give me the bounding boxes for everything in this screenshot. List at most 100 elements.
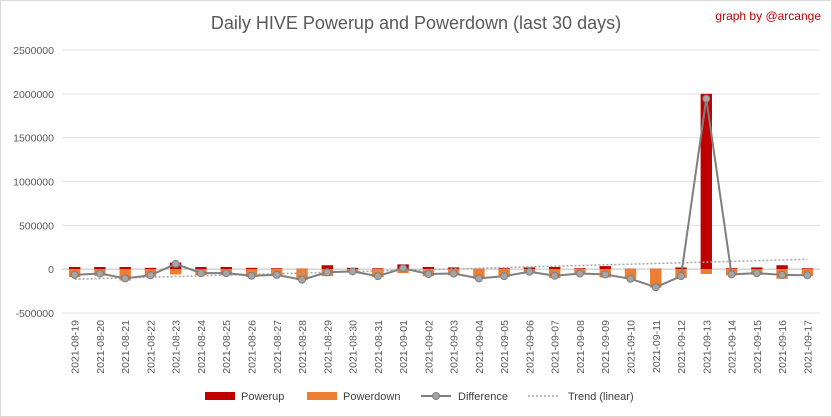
difference-point [272, 270, 281, 279]
difference-point [449, 269, 458, 278]
y-tick-label: 2500000 [13, 45, 54, 57]
difference-point [424, 269, 433, 278]
x-tick-label: 2021-09-02 [423, 320, 435, 374]
difference-point [196, 269, 205, 278]
bar-powerdown [624, 269, 637, 280]
legend-swatch-powerdown [307, 392, 337, 400]
bar-powerup [751, 267, 763, 270]
x-tick-label: 2021-09-04 [474, 320, 486, 374]
x-tick-label: 2021-08-31 [373, 320, 385, 374]
gridlines [62, 49, 820, 314]
chart-credit: graph by @arcange [715, 9, 821, 23]
y-tick-label: 2000000 [13, 89, 54, 101]
bar-powerup [498, 268, 510, 270]
legend-swatch-powerup [205, 392, 235, 400]
bar-powerdown [473, 269, 485, 279]
x-tick-label: 2021-09-12 [676, 320, 688, 374]
x-tick-label: 2021-08-27 [272, 320, 284, 374]
x-tick-label: 2021-08-24 [196, 320, 208, 374]
bar-powerup [372, 268, 384, 270]
bar-powerup [144, 267, 157, 270]
legend-label-powerup: Powerup [241, 391, 284, 403]
difference-point [702, 94, 711, 103]
difference-point [247, 271, 256, 280]
difference-point [298, 275, 307, 284]
x-tick-label: 2021-08-22 [145, 320, 157, 374]
y-tick-label: 1000000 [13, 177, 54, 189]
y-tick-label: 0 [48, 264, 54, 276]
bar-powerup [119, 266, 131, 270]
difference-point [651, 283, 660, 292]
y-tick-label: 1500000 [13, 133, 54, 145]
x-tick-label: 2021-09-15 [752, 320, 764, 374]
difference-point [348, 267, 357, 276]
bar-powerdown [650, 269, 662, 288]
legend-marker-difference [432, 392, 440, 400]
x-tick-label: 2021-08-21 [120, 320, 132, 374]
bar-powerup [776, 265, 788, 270]
x-tick-label: 2021-09-03 [449, 320, 461, 374]
y-tick-label: 500000 [19, 220, 54, 232]
x-tick-label: 2021-09-13 [701, 320, 713, 374]
difference-point [752, 269, 761, 278]
x-tick-label: 2021-08-30 [348, 320, 360, 374]
x-tick-label: 2021-09-08 [575, 320, 587, 374]
bar-powerup [94, 266, 106, 270]
difference-point [146, 271, 155, 280]
difference-point [525, 267, 534, 276]
chart-title: Daily HIVE Powerup and Powerdown (last 3… [211, 13, 621, 33]
difference-point [323, 268, 332, 277]
bar-powerup [271, 268, 283, 270]
x-tick-label: 2021-09-10 [626, 320, 638, 374]
difference-point [601, 270, 610, 279]
x-tick-label: 2021-08-26 [247, 320, 259, 374]
bar-powerup [245, 267, 258, 270]
difference-point [575, 269, 584, 278]
difference-point [222, 269, 231, 278]
difference-point [121, 274, 130, 283]
bar-powerup [68, 266, 81, 270]
bar-powerup [574, 268, 586, 270]
difference-point [70, 270, 79, 279]
bar-powerdown [170, 269, 182, 275]
difference-point [727, 270, 736, 279]
y-tick-label: -500000 [15, 308, 54, 320]
difference-line-path [74, 98, 808, 289]
x-tick-label: 2021-09-07 [550, 320, 562, 374]
bar-powerup [700, 93, 712, 270]
difference-point [474, 274, 483, 283]
bar-powerup [321, 265, 333, 270]
bar-powerup [801, 268, 814, 270]
x-tick-label: 2021-09-06 [524, 320, 536, 374]
x-tick-label: 2021-08-19 [70, 320, 82, 374]
legend: Powerup Powerdown Difference Trend (line… [205, 391, 634, 403]
x-tick-label: 2021-08-29 [322, 320, 334, 374]
y-axis-ticks: 2500000 2000000 1500000 1000000 500000 0 -5000… [13, 45, 54, 320]
difference-point [95, 269, 104, 278]
bar-powerdown [296, 269, 308, 281]
legend-label-powerdown: Powerdown [343, 391, 400, 403]
difference-point [500, 272, 509, 281]
bar-powerup [447, 267, 460, 270]
x-tick-label: 2021-09-01 [398, 320, 410, 374]
bar-powerdown [700, 269, 712, 274]
difference-point [399, 264, 408, 273]
legend-label-trend: Trend (linear) [568, 391, 634, 403]
legend-label-difference: Difference [458, 391, 508, 403]
difference-point [171, 259, 180, 268]
bar-powerup [599, 266, 611, 270]
x-tick-label: 2021-08-25 [221, 320, 233, 374]
difference-point [626, 274, 635, 283]
x-tick-label: 2021-09-14 [727, 320, 739, 374]
x-tick-label: 2021-08-23 [171, 320, 183, 374]
difference-point [373, 272, 382, 281]
x-tick-label: 2021-08-28 [297, 320, 309, 374]
bar-powerup [422, 266, 435, 270]
difference-point [677, 272, 686, 281]
x-tick-label: 2021-09-11 [651, 320, 663, 373]
difference-point [778, 270, 787, 279]
x-tick-label: 2021-09-16 [777, 320, 789, 374]
x-tick-label: 2021-09-05 [499, 320, 511, 374]
x-tick-label: 2021-08-20 [95, 320, 107, 374]
